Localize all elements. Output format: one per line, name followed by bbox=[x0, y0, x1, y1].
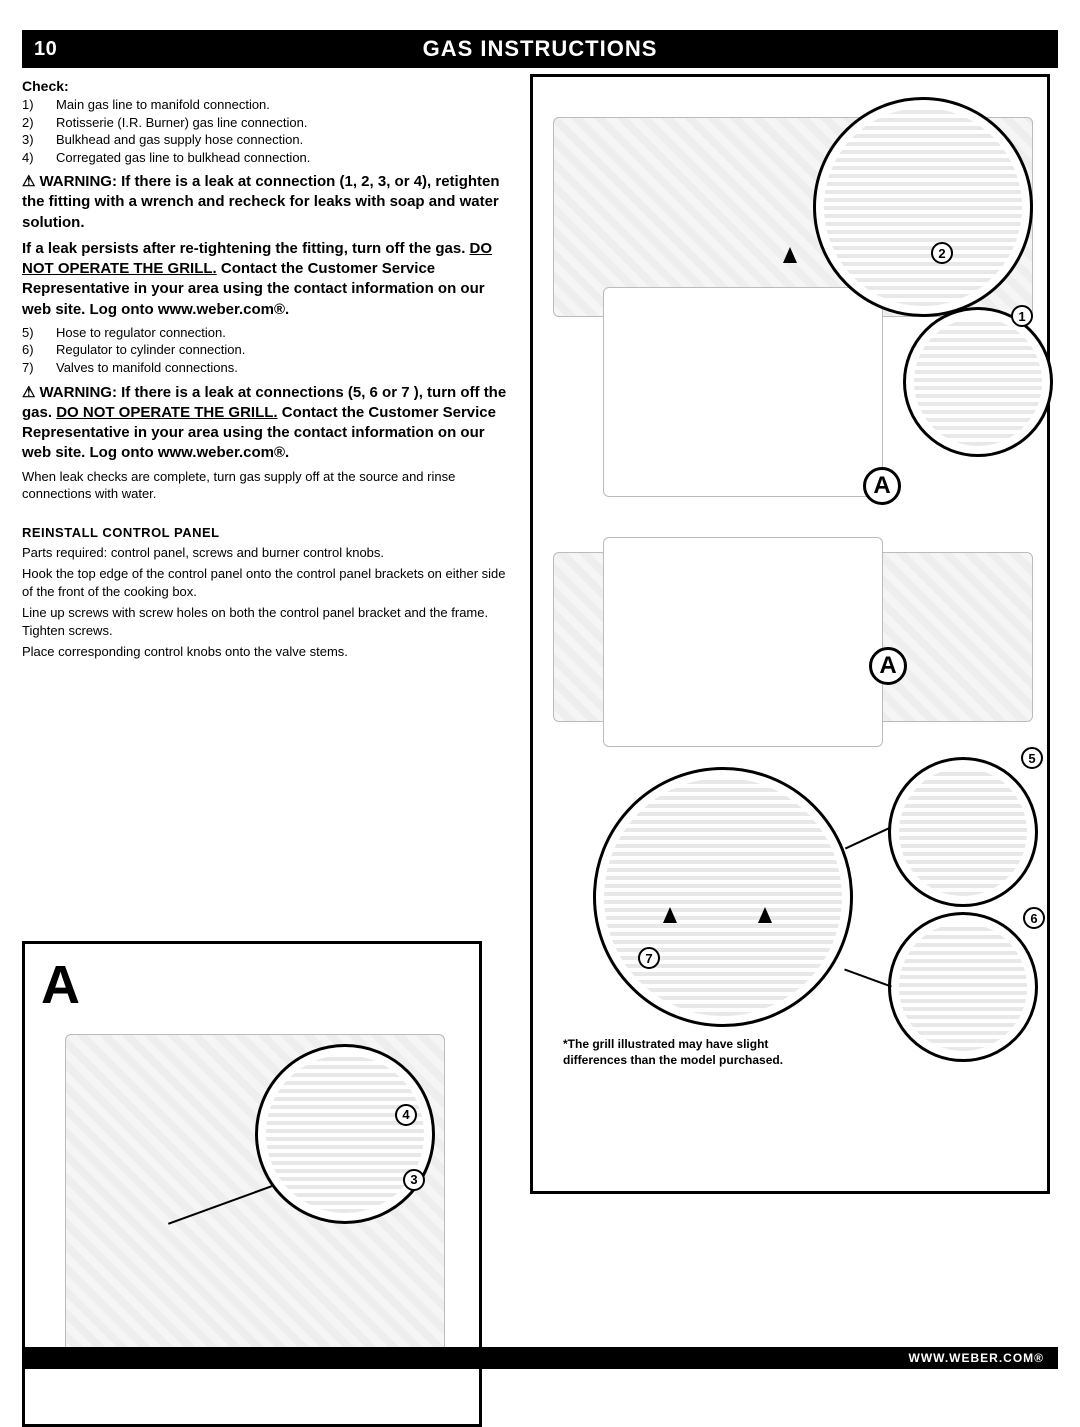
figure-disclaimer: *The grill illustrated may have slight d… bbox=[563, 1037, 813, 1068]
detail-circle-manifold bbox=[593, 767, 853, 1027]
list-num: 1) bbox=[22, 96, 56, 114]
reinstall-line: Line up screws with screw holes on both … bbox=[22, 604, 512, 639]
callout-5: 5 bbox=[1021, 747, 1043, 769]
callout-1: 1 bbox=[1011, 305, 1033, 327]
header-bar: 10 GAS INSTRUCTIONS bbox=[22, 30, 1058, 68]
content-area: Check: 1)Main gas line to manifold conne… bbox=[22, 74, 1058, 1427]
footer-bar: WWW.WEBER.COM® bbox=[22, 1347, 1058, 1369]
list-text: Bulkhead and gas supply hose connection. bbox=[56, 131, 303, 149]
list-num: 7) bbox=[22, 359, 56, 377]
list-text: Valves to manifold connections. bbox=[56, 359, 238, 377]
list-text: Main gas line to manifold connection. bbox=[56, 96, 270, 114]
detail-circle-1b bbox=[903, 307, 1053, 457]
arrow-icon bbox=[783, 247, 797, 263]
arrow-icon bbox=[758, 907, 772, 923]
arrow-icon bbox=[663, 907, 677, 923]
list-num: 6) bbox=[22, 341, 56, 359]
warning-1-persist: If a leak persists after re-tightening t… bbox=[22, 240, 470, 257]
list-text: Corregated gas line to bulkhead connecti… bbox=[56, 149, 310, 167]
lead-line bbox=[844, 969, 892, 988]
illustration-grill-body-1 bbox=[603, 287, 883, 497]
callout-2: 2 bbox=[931, 242, 953, 264]
figure-right: 2 1 A A 7 5 6 *The grill illustrated may… bbox=[530, 74, 1050, 1194]
footer-url: WWW.WEBER.COM® bbox=[909, 1351, 1045, 1365]
illustration-grill-body-2 bbox=[603, 537, 883, 747]
figure-letter-A: A bbox=[41, 954, 80, 1016]
callout-7: 7 bbox=[638, 947, 660, 969]
detail-circle-1 bbox=[813, 97, 1033, 317]
warning-2-donot: DO NOT OPERATE THE GRILL. bbox=[56, 404, 277, 421]
warning-2: WARNING: If there is a leak at connectio… bbox=[22, 383, 512, 464]
warning-1: WARNING: If there is a leak at connectio… bbox=[22, 172, 512, 233]
list-num: 5) bbox=[22, 324, 56, 342]
warning-icon bbox=[22, 384, 39, 401]
warning-1-pre: WARNING: If there is a leak at connectio… bbox=[22, 173, 500, 231]
callout-3: 3 bbox=[403, 1169, 425, 1191]
left-column: Check: 1)Main gas line to manifold conne… bbox=[22, 74, 512, 1427]
list-num: 4) bbox=[22, 149, 56, 167]
right-column: 2 1 A A 7 5 6 *The grill illustrated may… bbox=[530, 74, 1058, 1427]
callout-letter-A2: A bbox=[869, 647, 907, 685]
warning-icon bbox=[22, 173, 39, 190]
page-number: 10 bbox=[34, 38, 57, 61]
reinstall-heading: REINSTALL CONTROL PANEL bbox=[22, 525, 512, 540]
list-num: 2) bbox=[22, 114, 56, 132]
detail-circle-reg2 bbox=[888, 912, 1038, 1062]
list-num: 3) bbox=[22, 131, 56, 149]
list-text: Regulator to cylinder connection. bbox=[56, 341, 245, 359]
after-warn-text: When leak checks are complete, turn gas … bbox=[22, 468, 512, 503]
lead-line bbox=[845, 827, 891, 850]
callout-letter-A1: A bbox=[863, 467, 901, 505]
reinstall-line: Hook the top edge of the control panel o… bbox=[22, 565, 512, 600]
callout-4: 4 bbox=[395, 1104, 417, 1126]
check-list-2: 5)Hose to regulator connection. 6)Regula… bbox=[22, 324, 512, 377]
detail-circle-reg1 bbox=[888, 757, 1038, 907]
detail-circle bbox=[255, 1044, 435, 1224]
list-text: Rotisserie (I.R. Burner) gas line connec… bbox=[56, 114, 307, 132]
callout-6: 6 bbox=[1023, 907, 1045, 929]
reinstall-line: Parts required: control panel, screws an… bbox=[22, 544, 512, 562]
list-text: Hose to regulator connection. bbox=[56, 324, 226, 342]
check-list-1: 1)Main gas line to manifold connection. … bbox=[22, 96, 512, 166]
reinstall-line: Place corresponding control knobs onto t… bbox=[22, 643, 512, 661]
warning-1-persist-block: If a leak persists after re-tightening t… bbox=[22, 239, 512, 320]
header-title: GAS INSTRUCTIONS bbox=[22, 36, 1058, 62]
check-heading: Check: bbox=[22, 78, 512, 94]
